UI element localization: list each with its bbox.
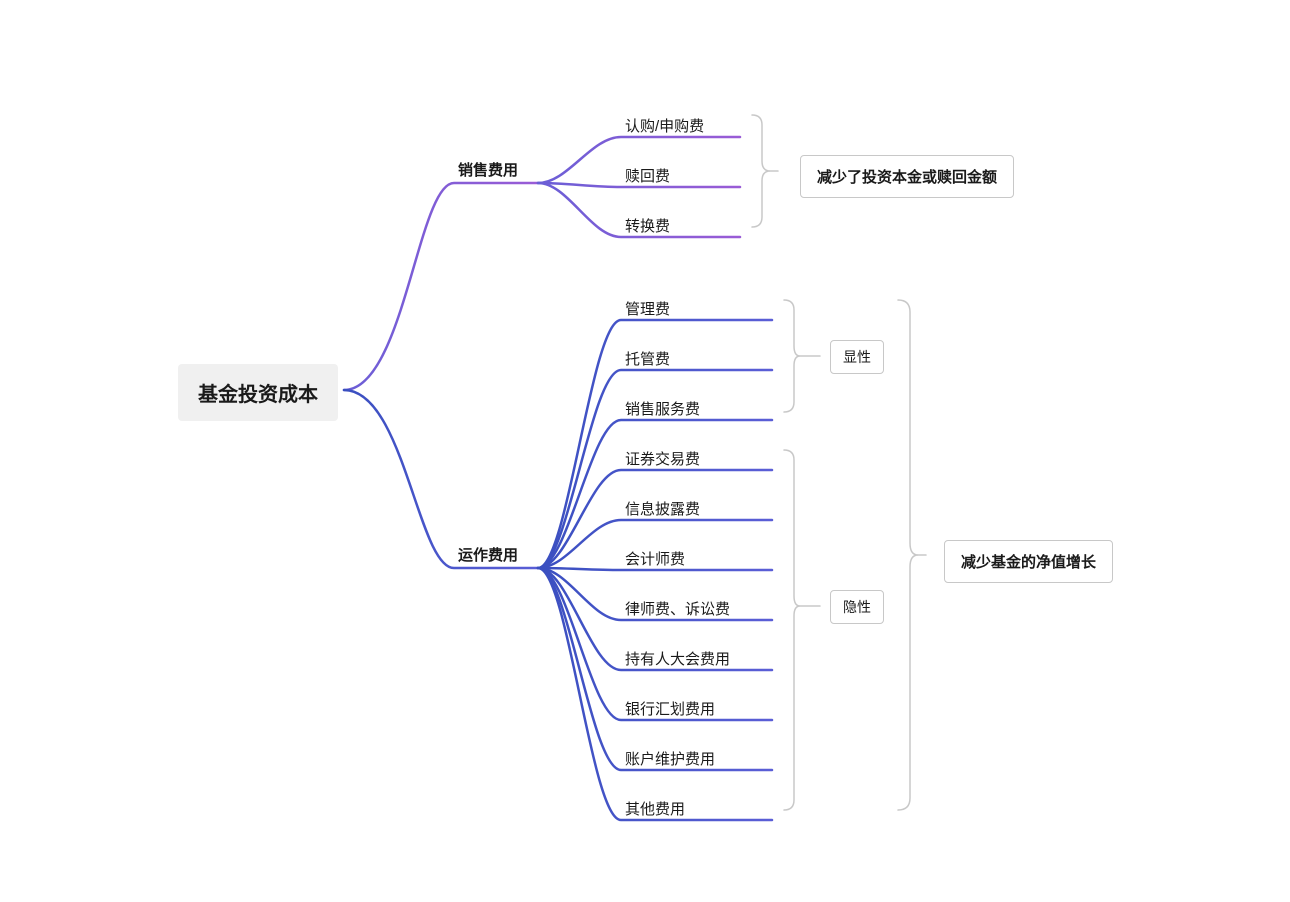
leaf-ops-4[interactable]: 信息披露费 [625,498,700,519]
branch-sales[interactable]: 销售费用 [458,159,518,180]
leaf-ops-9[interactable]: 账户维护费用 [625,748,715,769]
leaf-ops-6[interactable]: 律师费、诉讼费 [625,598,730,619]
sub-annotation-0: 显性 [830,340,884,374]
leaf-sales-2[interactable]: 转换费 [625,215,670,236]
leaf-ops-2[interactable]: 销售服务费 [625,398,700,419]
annotation-ops: 减少基金的净值增长 [944,540,1113,583]
root-label: 基金投资成本 [198,384,318,406]
leaf-ops-5[interactable]: 会计师费 [625,548,685,569]
leaf-ops-1[interactable]: 托管费 [625,348,670,369]
leaf-ops-10[interactable]: 其他费用 [625,798,685,819]
annotation-sales: 减少了投资本金或赎回金额 [800,155,1014,198]
leaf-ops-7[interactable]: 持有人大会费用 [625,648,730,669]
mindmap-canvas: 基金投资成本 销售费用 认购/申购费赎回费转换费 减少了投资本金或赎回金额运作费用 管… [0,0,1290,902]
root-node[interactable]: 基金投资成本 [178,364,338,421]
leaf-sales-0[interactable]: 认购/申购费 [625,115,704,136]
leaf-ops-0[interactable]: 管理费 [625,298,670,319]
leaf-ops-8[interactable]: 银行汇划费用 [625,698,715,719]
branch-ops[interactable]: 运作费用 [458,544,518,565]
leaf-ops-3[interactable]: 证券交易费 [625,448,700,469]
leaf-sales-1[interactable]: 赎回费 [625,165,670,186]
sub-annotation-1: 隐性 [830,590,884,624]
